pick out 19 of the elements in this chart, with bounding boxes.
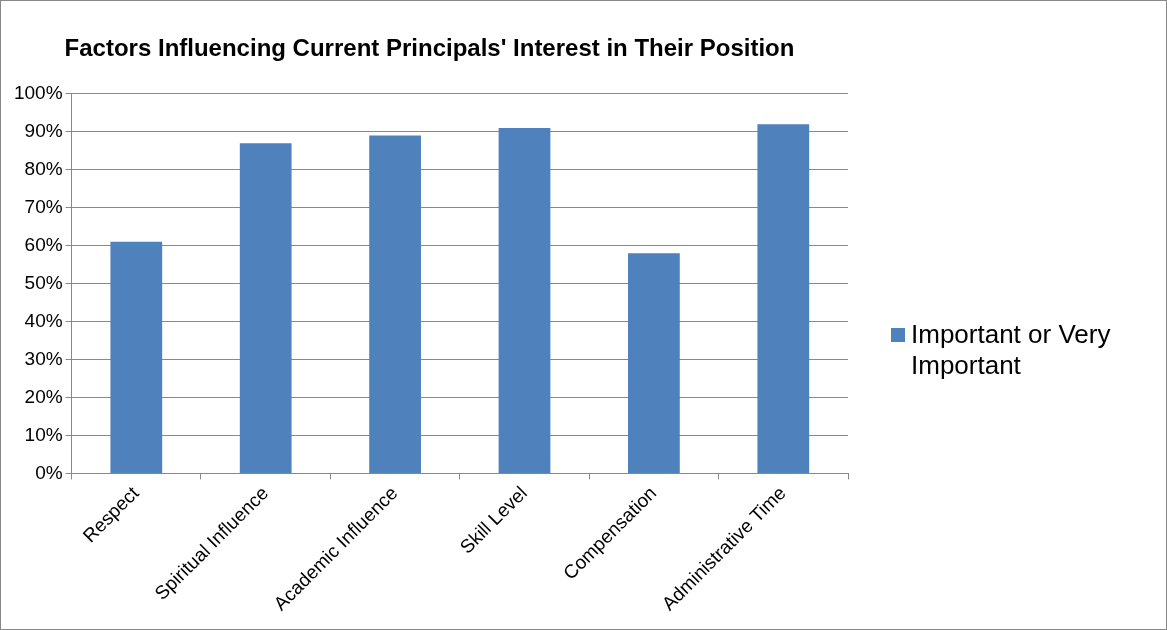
bar: [757, 124, 810, 473]
y-tick-label: 10%: [24, 423, 63, 445]
legend-label: Important or Very Important: [911, 319, 1112, 381]
y-tick-label: 50%: [24, 271, 63, 293]
bar: [369, 135, 421, 473]
bar: [498, 127, 551, 473]
bar: [110, 241, 163, 473]
y-tick-label: 100%: [13, 82, 63, 104]
bar: [239, 143, 292, 473]
y-tick-label: 0%: [35, 461, 63, 483]
y-tick-label: 80%: [24, 157, 63, 179]
y-tick-label: 70%: [24, 195, 63, 217]
y-tick-label: 40%: [24, 309, 63, 331]
chart-title: Factors Influencing Current Principals' Interest in Their Position: [64, 34, 795, 62]
y-tick-label: 90%: [24, 120, 63, 141]
y-tick-label: 30%: [24, 347, 63, 369]
bar: [628, 253, 680, 473]
y-tick-label: 60%: [24, 233, 63, 255]
y-tick-label: 20%: [24, 385, 63, 407]
